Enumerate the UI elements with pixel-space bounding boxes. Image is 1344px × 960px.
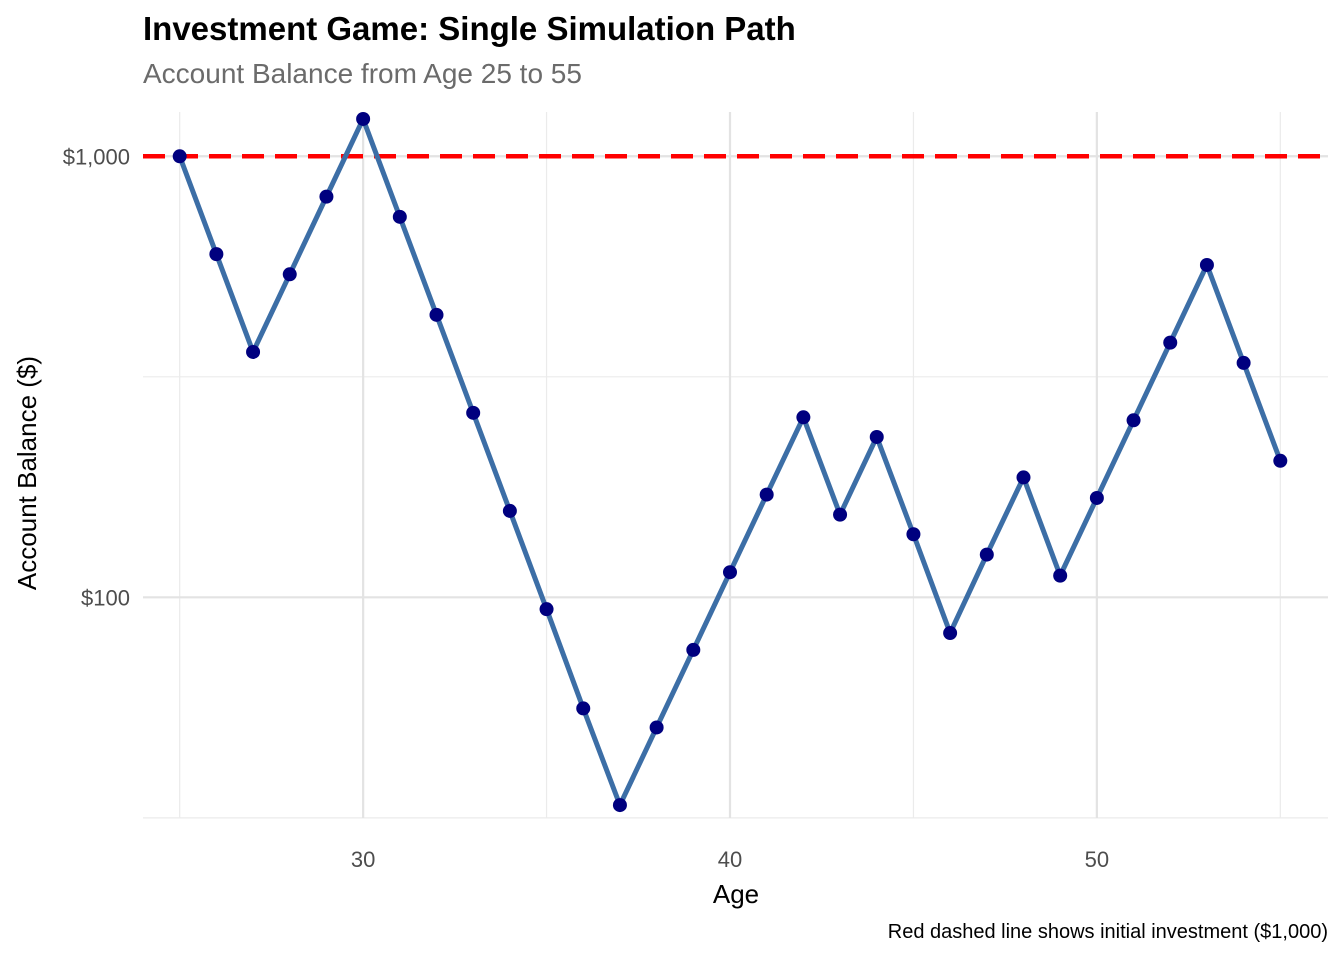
- x-tick-label: 40: [718, 847, 742, 872]
- chart-subtitle: Account Balance from Age 25 to 55: [143, 58, 582, 89]
- chart-title: Investment Game: Single Simulation Path: [143, 10, 796, 47]
- data-point: [686, 642, 701, 657]
- x-tick-label: 50: [1085, 847, 1109, 872]
- data-point: [833, 507, 848, 522]
- data-point: [722, 565, 737, 580]
- x-axis-ticks: 30 40 50: [351, 847, 1109, 872]
- data-point: [943, 626, 958, 641]
- data-point: [979, 547, 994, 562]
- data-point: [502, 503, 517, 518]
- points-layer: [172, 111, 1288, 813]
- y-axis-ticks: $100 $1,000: [63, 144, 130, 610]
- data-point: [1199, 257, 1214, 272]
- data-point: [246, 344, 261, 359]
- chart-caption: Red dashed line shows initial investment…: [887, 921, 1328, 943]
- data-point: [1053, 568, 1068, 583]
- grid-lines: [143, 112, 1328, 819]
- data-point: [392, 209, 407, 224]
- data-point: [466, 405, 481, 420]
- data-point: [429, 307, 444, 322]
- data-point: [612, 798, 627, 813]
- data-point: [319, 189, 334, 204]
- data-point: [576, 701, 591, 716]
- x-axis-title: Age: [713, 879, 759, 909]
- data-point: [1126, 413, 1141, 428]
- data-point: [1236, 355, 1251, 370]
- data-point: [1089, 490, 1104, 505]
- data-point: [869, 429, 884, 444]
- y-tick-label: $1,000: [63, 144, 130, 169]
- x-tick-label: 30: [351, 847, 375, 872]
- data-point: [1273, 453, 1288, 468]
- data-point: [1163, 335, 1178, 350]
- data-point: [759, 487, 774, 502]
- y-tick-label: $100: [81, 585, 130, 610]
- data-point: [796, 410, 811, 425]
- y-axis-title: Account Balance ($): [12, 356, 42, 590]
- data-point: [209, 247, 224, 262]
- data-point: [282, 267, 297, 282]
- data-point: [172, 149, 187, 164]
- data-point: [539, 602, 554, 617]
- data-point: [906, 527, 921, 542]
- data-point: [649, 720, 664, 735]
- data-point: [356, 111, 371, 126]
- data-point: [1016, 470, 1031, 485]
